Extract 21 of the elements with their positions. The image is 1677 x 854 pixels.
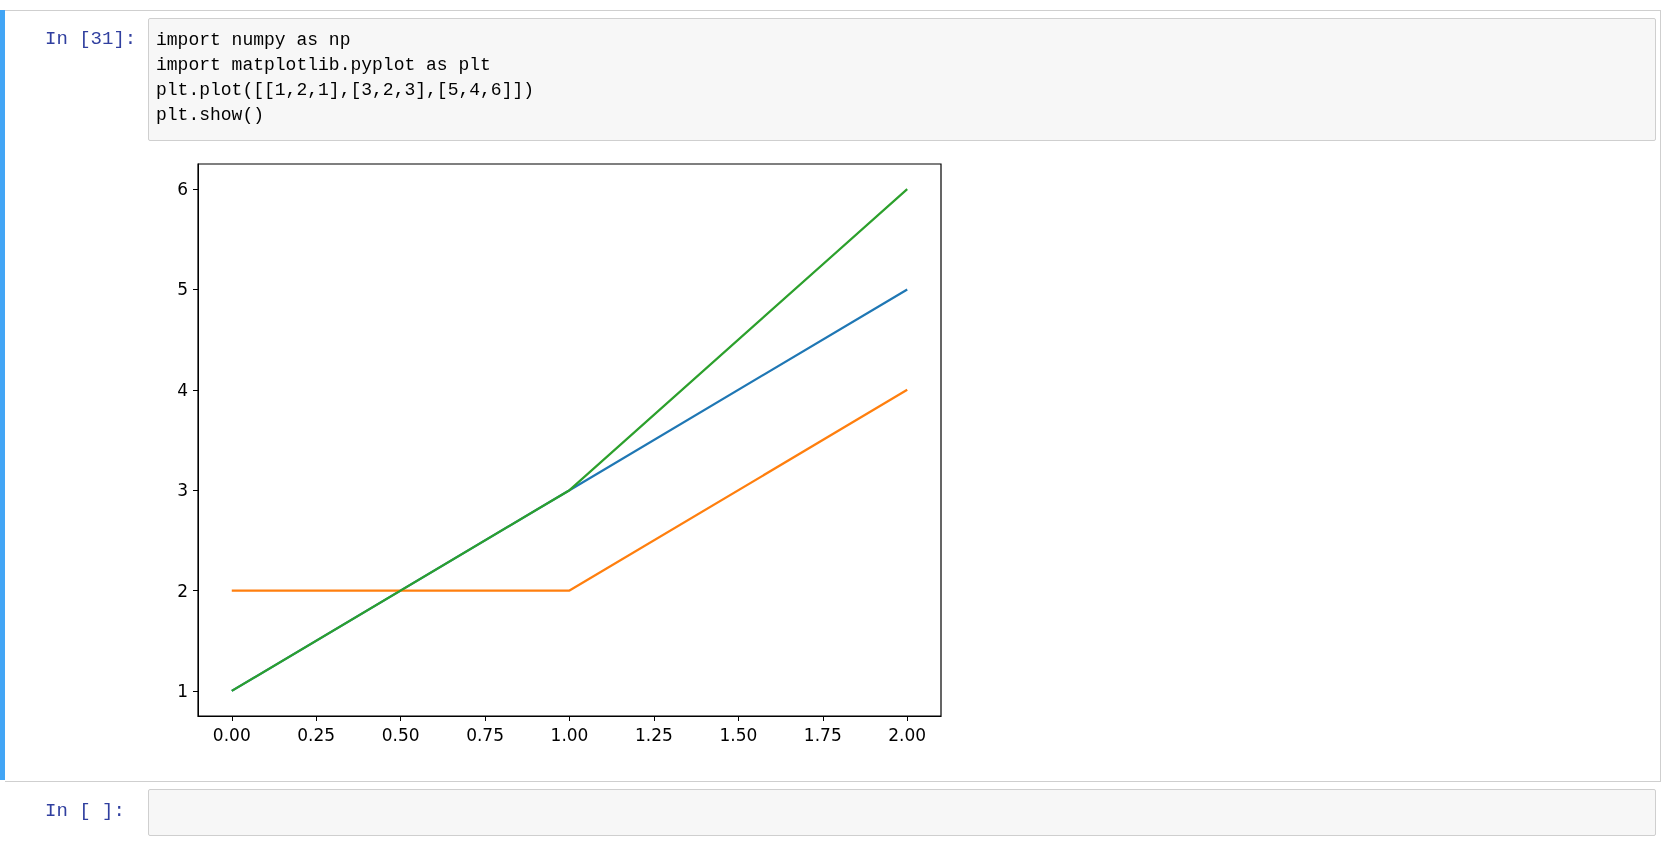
text: In [31]: — [45, 28, 137, 50]
text: In [ ]: — [45, 800, 125, 822]
x-tick-label: 0.25 — [297, 724, 336, 745]
text: import numpy as np — [156, 29, 351, 52]
y-tick-label: 4 — [177, 379, 188, 400]
y-tick-label: 5 — [177, 279, 188, 300]
x-tick-label: 2.00 — [888, 724, 927, 745]
x-tick-label: 1.25 — [635, 724, 673, 745]
x-tick-label: 1.50 — [719, 724, 758, 745]
text: plt.plot([[1,2,1],[3,2,3],[5,4,6]]) — [156, 79, 535, 102]
x-tick-label: 0.50 — [381, 724, 420, 745]
y-tick-label: 1 — [177, 680, 188, 701]
y-tick-label: 2 — [177, 580, 188, 601]
x-tick-label: 0.00 — [212, 724, 251, 745]
x-tick-label: 0.75 — [466, 724, 504, 745]
x-tick-label: 1.75 — [803, 724, 842, 745]
x-tick-label: 1.00 — [550, 724, 589, 745]
text: plt.show() — [156, 104, 265, 127]
y-tick-label: 3 — [177, 480, 188, 501]
text: import matplotlib.pyplot as plt — [156, 54, 491, 77]
y-tick-label: 6 — [177, 179, 188, 200]
